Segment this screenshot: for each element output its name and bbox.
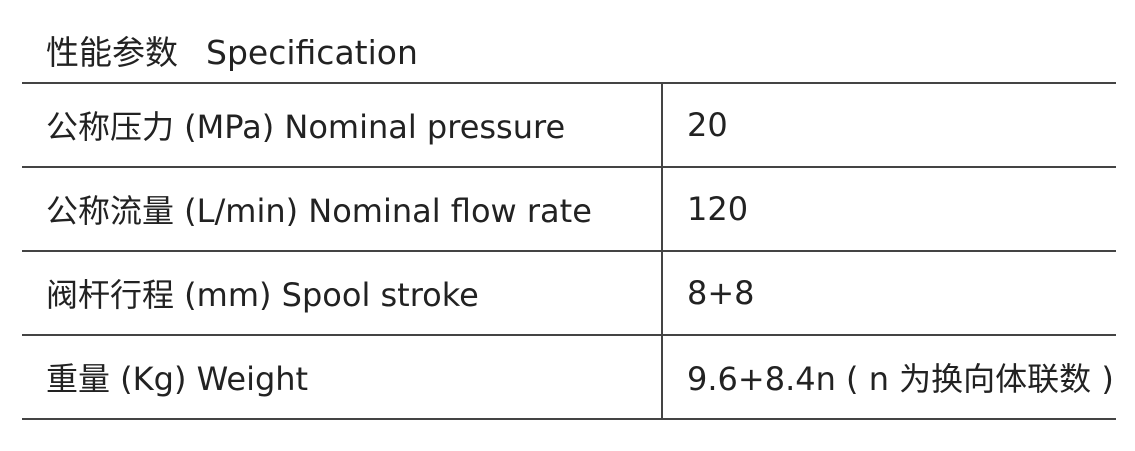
title: 性能参数 Specification [46, 26, 418, 74]
spec-value: 20 [662, 82, 1116, 168]
table-row: 重量 (Kg) Weight 9.6+8.4n ( n 为换向体联数 ) [22, 334, 1116, 420]
table-row: 阀杆行程 (mm) Spool stroke 8+8 [22, 250, 1116, 336]
spec-name: 公称压力 (MPa) Nominal pressure [22, 82, 663, 168]
spec-name: 重量 (Kg) Weight [22, 334, 663, 420]
table-row: 公称压力 (MPa) Nominal pressure 20 [22, 82, 1116, 168]
spec-name: 公称流量 (L/min) Nominal flow rate [22, 166, 663, 252]
spec-table: 公称压力 (MPa) Nominal pressure 20 公称流量 (L/min… [22, 82, 1116, 420]
table-body: 公称压力 (MPa) Nominal pressure 20 公称流量 (L/min… [22, 82, 1116, 420]
title-cn: 性能参数 [46, 33, 178, 72]
spec-value: 120 [662, 166, 1116, 252]
spec-value: 8+8 [662, 250, 1116, 336]
title-en: Specification [206, 33, 418, 72]
spec-name: 阀杆行程 (mm) Spool stroke [22, 250, 663, 336]
spec-value: 9.6+8.4n ( n 为换向体联数 ) [662, 334, 1116, 420]
table-row: 公称流量 (L/min) Nominal flow rate 120 [22, 166, 1116, 252]
